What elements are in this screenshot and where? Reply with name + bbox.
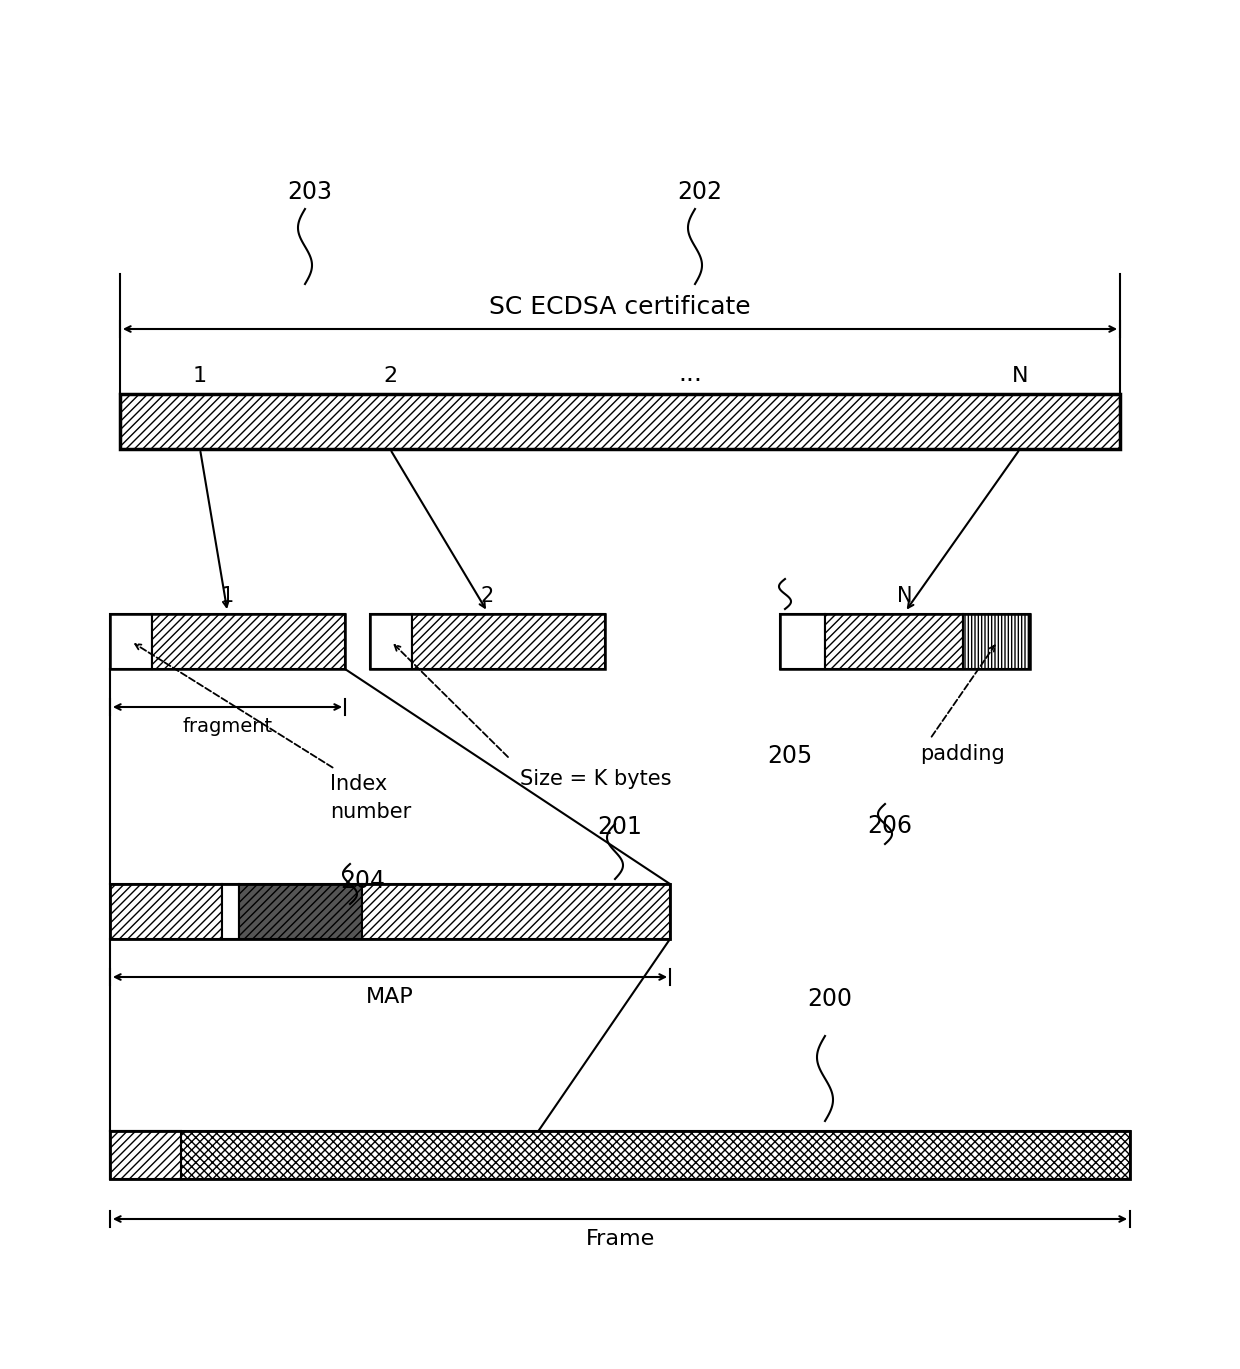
Text: 204: 204 (340, 869, 384, 893)
Text: N: N (1012, 366, 1028, 386)
Bar (412, 615, 605, 669)
Bar (780, 615, 825, 669)
Bar (239, 884, 362, 939)
Text: fragment: fragment (182, 717, 273, 737)
Text: 2: 2 (383, 366, 397, 386)
Bar (825, 615, 962, 669)
Bar (362, 884, 670, 939)
Text: 1: 1 (193, 366, 207, 386)
Text: MAP: MAP (366, 987, 414, 1008)
Text: Index: Index (330, 773, 387, 794)
Bar (110, 1131, 181, 1179)
Text: 201: 201 (598, 815, 642, 839)
Text: 2: 2 (481, 586, 494, 606)
Bar (110, 1131, 1130, 1179)
Text: Frame: Frame (585, 1229, 655, 1249)
Bar (780, 615, 1030, 669)
Bar (962, 615, 1030, 669)
Text: Size = K bytes: Size = K bytes (520, 769, 672, 789)
Text: 206: 206 (868, 815, 913, 838)
Bar (110, 615, 153, 669)
Bar (222, 884, 239, 939)
Text: number: number (330, 802, 412, 821)
Text: padding: padding (920, 743, 1004, 764)
Bar (110, 1131, 1130, 1179)
Text: 1: 1 (221, 586, 234, 606)
Text: 205: 205 (768, 743, 812, 768)
Bar (153, 615, 345, 669)
Text: N: N (898, 586, 913, 606)
Bar (110, 884, 222, 939)
Bar (120, 394, 1120, 449)
Bar (110, 884, 670, 939)
Text: SC ECDSA certificate: SC ECDSA certificate (490, 294, 750, 319)
Text: ...: ... (678, 361, 702, 386)
Text: 200: 200 (807, 987, 853, 1010)
Text: 203: 203 (288, 179, 332, 204)
Bar (370, 615, 605, 669)
Bar (370, 615, 412, 669)
Bar (110, 615, 345, 669)
Text: 202: 202 (677, 179, 723, 204)
